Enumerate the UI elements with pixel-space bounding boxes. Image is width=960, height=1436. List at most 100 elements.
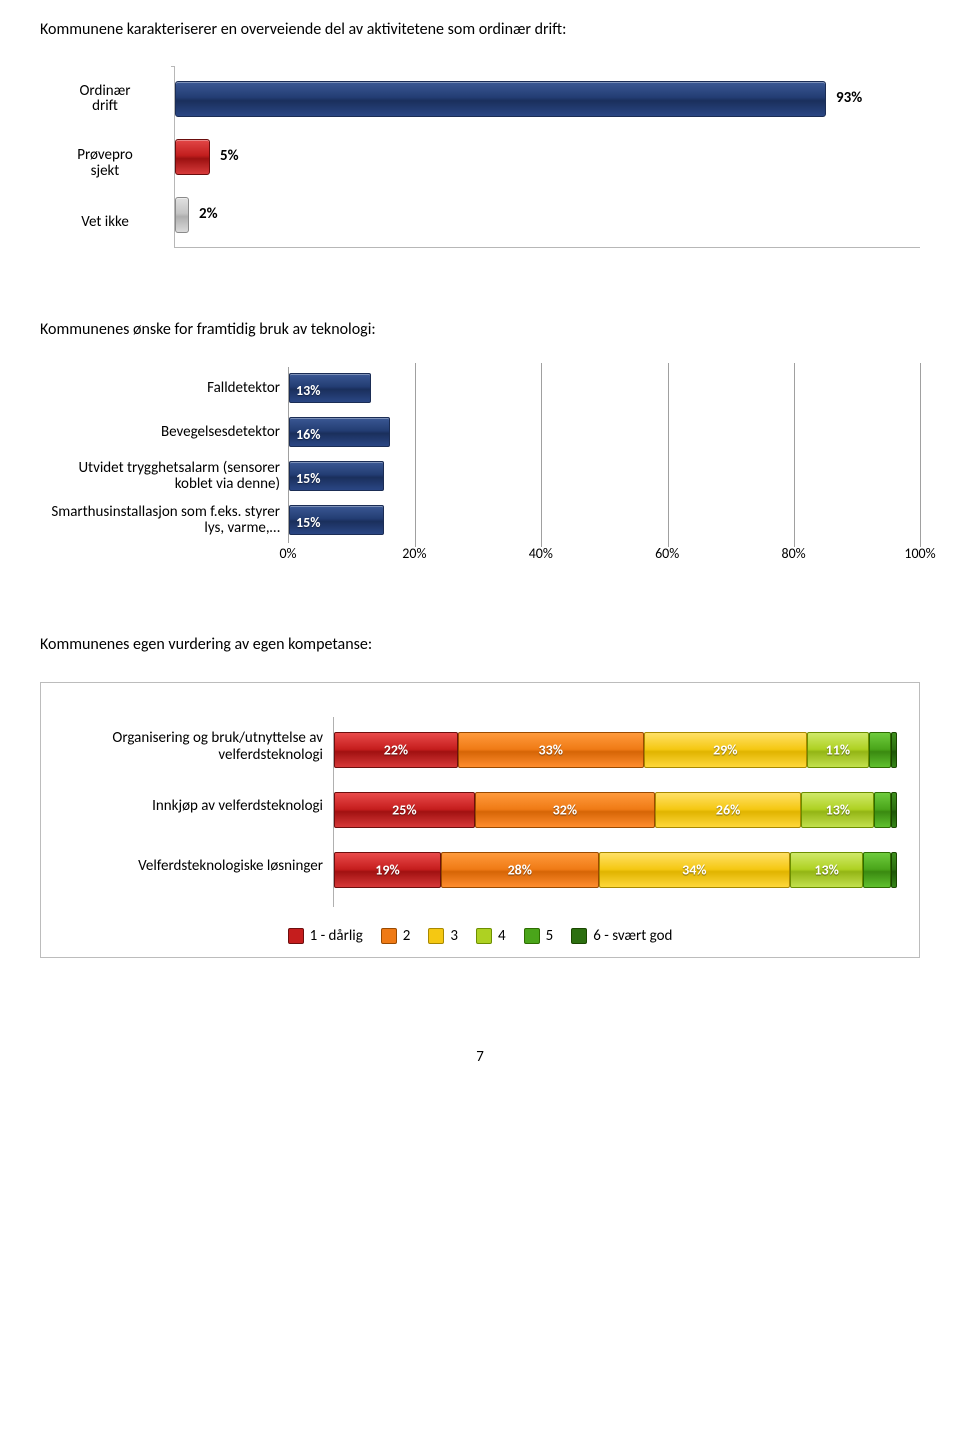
bar-row: 15% — [289, 503, 920, 537]
section-title: Kommunene karakteriserer en overveiende … — [40, 20, 920, 39]
segment-value-label: 13% — [814, 862, 838, 879]
legend-swatch-yellow — [428, 928, 444, 944]
segment-value-label: 34% — [682, 862, 706, 879]
legend-swatch-orange — [381, 928, 397, 944]
segment-value-label: 26% — [716, 802, 740, 819]
stacked-bar-segment: 28% — [441, 852, 599, 888]
legend-label: 3 — [450, 927, 458, 945]
chart-teknologi: Falldetektor Bevegelsesdetektor Utvidet … — [40, 367, 920, 563]
bar: 13% — [289, 373, 371, 403]
x-tick-label: 100% — [904, 545, 935, 562]
ylabel-proveprosjekt: Prøveprosjekt — [40, 148, 170, 180]
bar-value-label: 16% — [296, 426, 320, 443]
bar-row: 15% — [289, 459, 920, 493]
segment-value-label: 29% — [713, 742, 737, 759]
stacked-bar-segment: 11% — [807, 732, 869, 768]
legend-item-1: 1 - dårlig — [288, 927, 363, 945]
bar-row: 13% — [289, 371, 920, 405]
stacked-bar-segment: 34% — [599, 852, 790, 888]
bar-row: 5% — [175, 133, 875, 181]
chart-teknologi-grid: 13% 16% 15% 15% — [288, 367, 920, 543]
x-tick-label: 80% — [781, 545, 805, 562]
chart-kompetanse: Organisering og bruk/utnyttelse av velfe… — [63, 717, 897, 907]
stacked-bar-segment: 29% — [644, 732, 807, 768]
section-kompetanse: Kommunenes egen vurdering av egen kompet… — [40, 635, 920, 958]
bar-value-label: 93% — [836, 89, 862, 107]
chart-teknologi-xticks: 0%20%40%60%80%100% — [288, 545, 920, 563]
stacked-bar-segment — [891, 732, 897, 768]
x-tick-label: 60% — [655, 545, 679, 562]
segment-value-label: 32% — [553, 802, 577, 819]
segment-value-label: 33% — [539, 742, 563, 759]
stacked-bar-row: 19% 28% 34% 13% — [334, 847, 897, 893]
stacked-bar-segment: 32% — [475, 792, 655, 828]
legend-label: 5 — [546, 927, 554, 945]
stacked-bar-segment — [891, 792, 897, 828]
bar-value-label: 5% — [220, 147, 239, 165]
ylabel-ordinaer-drift: Ordinærdrift — [40, 84, 170, 116]
section-title: Kommunenes ønske for framtidig bruk av t… — [40, 320, 920, 339]
stacked-bar-segment: 22% — [334, 732, 458, 768]
bar-value-label: 13% — [296, 382, 320, 399]
ylabel-utvidet-trygghetsalarm: Utvidet trygghetsalarm (sensorer koblet … — [40, 455, 280, 499]
bar — [175, 197, 189, 233]
stacked-bar-row: 25% 32% 26% 13% — [334, 787, 897, 833]
stacked-bar-row: 22% 33% 29% 11% — [334, 727, 897, 773]
segment-value-label: 25% — [392, 802, 416, 819]
segment-value-label: 28% — [508, 862, 532, 879]
legend-item-6: 6 - svært god — [571, 927, 672, 945]
stacked-bar-segment — [869, 732, 892, 768]
stacked-bar-segment: 33% — [458, 732, 644, 768]
legend-item-2: 2 — [381, 927, 411, 945]
chart-kompetanse-legend: 1 - dårlig 2 3 4 5 6 - svært god — [63, 927, 897, 945]
segment-value-label: 22% — [384, 742, 408, 759]
section-framtidig-bruk: Kommunenes ønske for framtidig bruk av t… — [40, 320, 920, 563]
bar-row: 93% — [175, 75, 875, 123]
chart-drift: Ordinærdrift Prøveprosjekt Vet ikke 93% 5… — [40, 67, 920, 248]
segment-value-label: 19% — [375, 862, 399, 879]
legend-item-4: 4 — [476, 927, 506, 945]
bar — [175, 139, 210, 175]
stacked-bar-segment: 26% — [655, 792, 801, 828]
stacked-bar-segment: 25% — [334, 792, 475, 828]
legend-label: 4 — [498, 927, 506, 945]
bar-value-label: 15% — [296, 470, 320, 487]
legend-swatch-green — [524, 928, 540, 944]
legend-label: 6 - svært god — [593, 927, 672, 945]
bar-value-label: 15% — [296, 514, 320, 531]
stacked-bar-segment: 13% — [790, 852, 863, 888]
segment-value-label: 13% — [826, 802, 850, 819]
chart-teknologi-ylabels: Falldetektor Bevegelsesdetektor Utvidet … — [40, 367, 288, 563]
ylabel-organisering: Organisering og bruk/utnyttelse av velfe… — [63, 717, 323, 777]
legend-swatch-red — [288, 928, 304, 944]
chart-kompetanse-ylabels: Organisering og bruk/utnyttelse av velfe… — [63, 717, 333, 907]
section-title: Kommunenes egen vurdering av egen kompet… — [40, 635, 920, 654]
ylabel-smarthus: Smarthusinstallasjon som f.eks. styrer l… — [40, 499, 280, 543]
legend-item-3: 3 — [428, 927, 458, 945]
legend-label: 2 — [403, 927, 411, 945]
x-tick-label: 0% — [279, 545, 296, 562]
segment-value-label: 11% — [826, 742, 850, 759]
ylabel-innkjop: Innkjøp av velferdsteknologi — [63, 777, 323, 837]
chart-drift-ylabels: Ordinærdrift Prøveprosjekt Vet ikke — [40, 67, 174, 248]
ylabel-falldetektor: Falldetektor — [40, 367, 280, 411]
bar — [175, 81, 826, 117]
chart-kompetanse-plot: 22% 33% 29% 11% 25% 32% 26% 13% 19% 28% 34% 13% — [333, 717, 897, 907]
bar-row: 2% — [175, 191, 875, 239]
gridline — [920, 363, 921, 543]
stacked-bar-segment: 13% — [801, 792, 874, 828]
ylabel-bevegelsesdetektor: Bevegelsesdetektor — [40, 411, 280, 455]
bar-row: 16% — [289, 415, 920, 449]
section-ordinaer-drift: Kommunene karakteriserer en overveiende … — [40, 20, 920, 248]
legend-swatch-dgreen — [571, 928, 587, 944]
chart-drift-plot: 93% 5% 2% — [174, 67, 920, 248]
stacked-bar-segment — [863, 852, 891, 888]
bar: 15% — [289, 461, 384, 491]
ylabel-losninger: Velferdsteknologiske løsninger — [63, 837, 323, 897]
chart-teknologi-plot: 13%16%15%15% 0%20%40%60%80%100% — [288, 367, 920, 563]
page-number: 7 — [40, 1048, 920, 1066]
stacked-bar-segment — [891, 852, 897, 888]
legend-swatch-lime — [476, 928, 492, 944]
ylabel-vet-ikke: Vet ikke — [40, 213, 170, 231]
stacked-bar-segment: 19% — [334, 852, 441, 888]
